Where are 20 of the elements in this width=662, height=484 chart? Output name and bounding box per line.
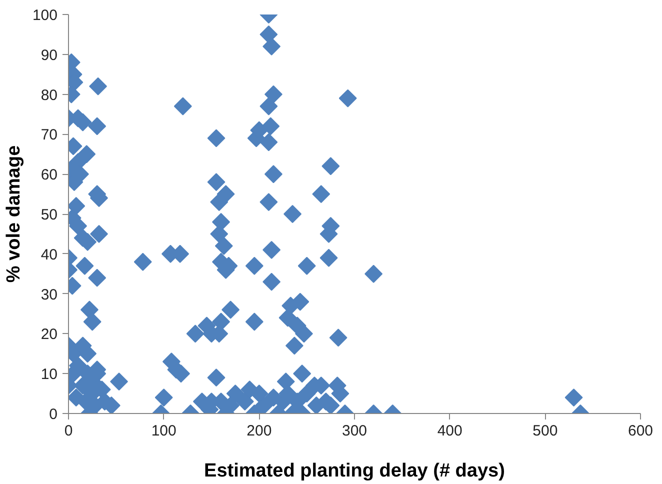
x-tick-label: 600 <box>628 422 654 440</box>
y-tick-label: 30 <box>40 286 58 304</box>
y-tick-label: 0 <box>49 406 58 423</box>
x-tick-label: 400 <box>437 422 462 440</box>
x-tick-label: 500 <box>532 422 558 440</box>
x-tick-label: 0 <box>64 422 73 440</box>
y-tick-label: 10 <box>40 366 58 384</box>
y-tick-label: 20 <box>40 326 58 344</box>
y-tick-label: 100 <box>32 7 58 24</box>
y-tick-label: 40 <box>40 246 58 264</box>
x-tick-label: 200 <box>246 422 272 440</box>
y-axis-title: % vole damage <box>3 145 24 283</box>
x-axis-title: Estimated planting delay (# days) <box>204 460 505 482</box>
x-tick-label: 300 <box>342 422 368 440</box>
y-tick-label: 70 <box>40 126 58 144</box>
y-tick-label: 50 <box>40 206 58 224</box>
x-tick-label: 100 <box>151 422 176 440</box>
y-tick-label: 60 <box>40 166 58 184</box>
y-tick-label: 80 <box>40 86 58 104</box>
y-tick-label: 90 <box>40 46 58 64</box>
